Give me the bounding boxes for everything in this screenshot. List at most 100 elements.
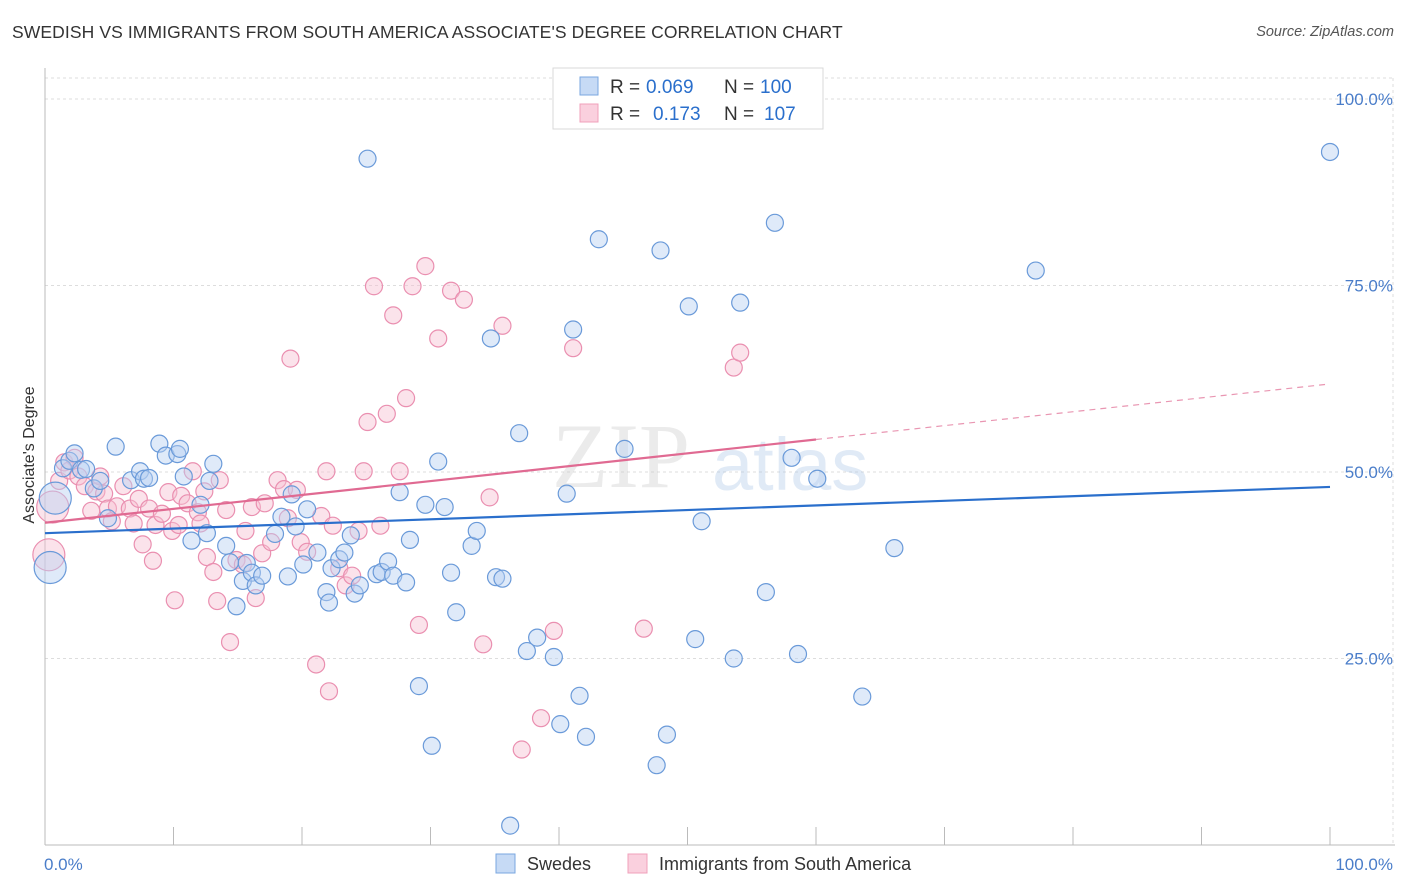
blue-point xyxy=(510,424,529,443)
blue-point xyxy=(106,437,125,456)
pink-point xyxy=(165,591,184,610)
pink-point xyxy=(396,389,416,408)
blue-point xyxy=(390,483,409,502)
blue-point xyxy=(77,459,96,479)
blue-point xyxy=(200,471,219,491)
blue-point xyxy=(544,647,563,667)
pink-point xyxy=(371,516,390,535)
blue-point xyxy=(33,550,67,585)
tick-labels: 25.0% 50.0% 75.0% 100.0% 0.0% 100.0% xyxy=(44,90,1393,874)
pink-point xyxy=(319,682,339,701)
bottom-legend-swatch-pink xyxy=(627,853,648,874)
legend-swatch-blue xyxy=(579,76,599,96)
pink-point xyxy=(544,621,563,640)
pink-point xyxy=(390,462,409,481)
pink-point xyxy=(323,516,342,535)
pink-point xyxy=(564,339,583,358)
blue-point xyxy=(756,583,775,602)
blue-point xyxy=(615,439,634,458)
blue-point xyxy=(372,562,391,582)
pink-point xyxy=(208,591,227,611)
blue-point xyxy=(493,569,512,588)
pink-point xyxy=(454,290,474,309)
bottom-legend-swatch-blue xyxy=(495,853,516,874)
pink-point xyxy=(429,329,448,348)
blue-point xyxy=(576,727,596,746)
blue-point xyxy=(731,293,750,312)
pink-point xyxy=(246,588,265,608)
blue-point xyxy=(686,630,705,649)
bottom-legend-label-pink: Immigrants from South America xyxy=(659,854,912,874)
blue-point xyxy=(657,725,677,744)
blue-point xyxy=(409,677,429,696)
blue-point xyxy=(197,524,217,543)
pink-point xyxy=(281,349,300,368)
y-tick-label-1: 50.0% xyxy=(1345,463,1393,482)
blue-point xyxy=(134,469,154,488)
blue-point xyxy=(853,687,872,706)
pink-trend-line xyxy=(44,438,817,524)
y-tick-label-3: 100.0% xyxy=(1335,90,1393,109)
blue-point xyxy=(335,543,354,562)
blue-point xyxy=(237,553,256,573)
pink-point xyxy=(124,514,143,533)
blue-point xyxy=(84,479,103,498)
blue-point xyxy=(808,469,827,488)
x-tick-label-1: 100.0% xyxy=(1335,855,1393,874)
legend-r-value-pink: 0.173 xyxy=(653,104,701,125)
pink-point xyxy=(307,655,326,674)
blue-point xyxy=(38,481,72,515)
pink-point xyxy=(195,482,214,501)
pink-point xyxy=(217,500,236,520)
blue-point xyxy=(400,530,420,549)
pink-point xyxy=(152,504,172,523)
blue-point xyxy=(651,241,670,260)
legend-n-value-blue: 100 xyxy=(760,77,792,98)
pink-point xyxy=(403,277,422,296)
pink-point xyxy=(32,538,66,572)
blue-point xyxy=(170,439,190,458)
pink-point xyxy=(409,615,429,635)
pink-point xyxy=(531,709,551,728)
blue-point xyxy=(422,736,441,755)
pink-point xyxy=(731,343,750,362)
blue-point xyxy=(286,517,305,536)
pink-point xyxy=(354,462,373,481)
pink-point xyxy=(480,488,499,507)
watermark: ZIP atlas xyxy=(552,405,868,507)
blue-point xyxy=(486,568,506,587)
pink-point xyxy=(384,306,403,325)
legend-n-label-pink: N = xyxy=(724,104,754,125)
pink-point xyxy=(343,566,362,585)
pink-point xyxy=(169,515,188,535)
blue-point xyxy=(217,536,236,555)
blue-point xyxy=(528,628,547,647)
blue-point xyxy=(765,213,784,232)
pink-series-points xyxy=(32,257,750,759)
legend-r-label-blue: R = xyxy=(610,77,640,98)
pink-point xyxy=(172,486,191,505)
blue-point xyxy=(647,756,666,775)
blue-point xyxy=(317,583,336,602)
blue-point xyxy=(246,576,265,595)
blue-point xyxy=(692,512,711,531)
axes xyxy=(44,68,1395,846)
blue-series-points xyxy=(33,142,1340,835)
blue-point xyxy=(429,452,448,471)
blue-point xyxy=(467,521,486,541)
blue-point xyxy=(91,471,110,491)
pink-point xyxy=(143,551,163,570)
blue-point xyxy=(788,644,808,664)
pink-point xyxy=(493,316,512,335)
x-tick-label-0: 0.0% xyxy=(44,855,83,874)
blue-point xyxy=(65,444,84,463)
blue-point xyxy=(278,567,297,586)
blue-point xyxy=(168,444,187,464)
blue-point xyxy=(557,484,576,503)
pink-point xyxy=(268,471,287,490)
blue-point xyxy=(350,576,369,595)
pink-point xyxy=(474,635,493,654)
blue-point xyxy=(139,468,159,488)
blue-point xyxy=(481,329,500,348)
blue-point xyxy=(265,524,285,544)
